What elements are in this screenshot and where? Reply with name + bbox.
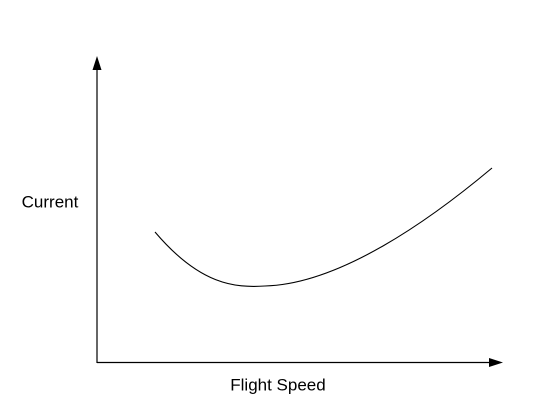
x-axis-arrow [489, 358, 503, 367]
curve [154, 167, 493, 287]
y-axis-label: Current [22, 192, 79, 211]
x-axis-label: Flight Speed [230, 375, 325, 394]
y-axis-arrow [92, 56, 102, 70]
